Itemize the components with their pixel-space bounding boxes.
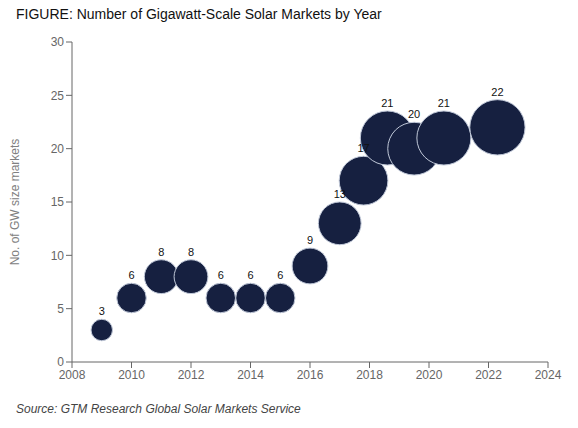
svg-text:No. of GW size markets: No. of GW size markets: [8, 139, 22, 266]
svg-text:20: 20: [51, 142, 65, 156]
svg-text:15: 15: [51, 195, 65, 209]
svg-text:8: 8: [188, 246, 194, 258]
svg-text:2018: 2018: [356, 368, 383, 382]
svg-text:20: 20: [408, 108, 420, 120]
svg-text:9: 9: [307, 234, 313, 246]
svg-text:21: 21: [438, 97, 450, 109]
svg-text:2010: 2010: [118, 368, 145, 382]
svg-text:2016: 2016: [297, 368, 324, 382]
svg-text:30: 30: [51, 35, 65, 49]
svg-text:25: 25: [51, 89, 65, 103]
html-text:Source: GTM Research Global So: Source: GTM Research Global Solar Market…: [16, 402, 301, 416]
svg-text:17: 17: [357, 142, 369, 154]
svg-text:6: 6: [218, 269, 224, 281]
svg-text:22: 22: [491, 86, 503, 98]
svg-text:6: 6: [277, 269, 283, 281]
svg-text:5: 5: [57, 302, 64, 316]
svg-text:2024: 2024: [535, 368, 562, 382]
svg-text:2008: 2008: [59, 368, 86, 382]
svg-text:3: 3: [99, 305, 105, 317]
svg-text:6: 6: [128, 269, 134, 281]
svg-text:6: 6: [247, 269, 253, 281]
svg-text:21: 21: [381, 97, 393, 109]
html-text:FIGURE: Number of Gigawatt-Sca: FIGURE: Number of Gigawatt-Scale Solar M…: [16, 6, 382, 22]
svg-text:0: 0: [57, 355, 64, 369]
svg-text:2012: 2012: [178, 368, 205, 382]
svg-text:2022: 2022: [475, 368, 502, 382]
svg-text:2020: 2020: [416, 368, 443, 382]
svg-text:8: 8: [158, 246, 164, 258]
svg-text:10: 10: [51, 249, 65, 263]
svg-text:2014: 2014: [237, 368, 264, 382]
svg-text:13: 13: [334, 188, 346, 200]
